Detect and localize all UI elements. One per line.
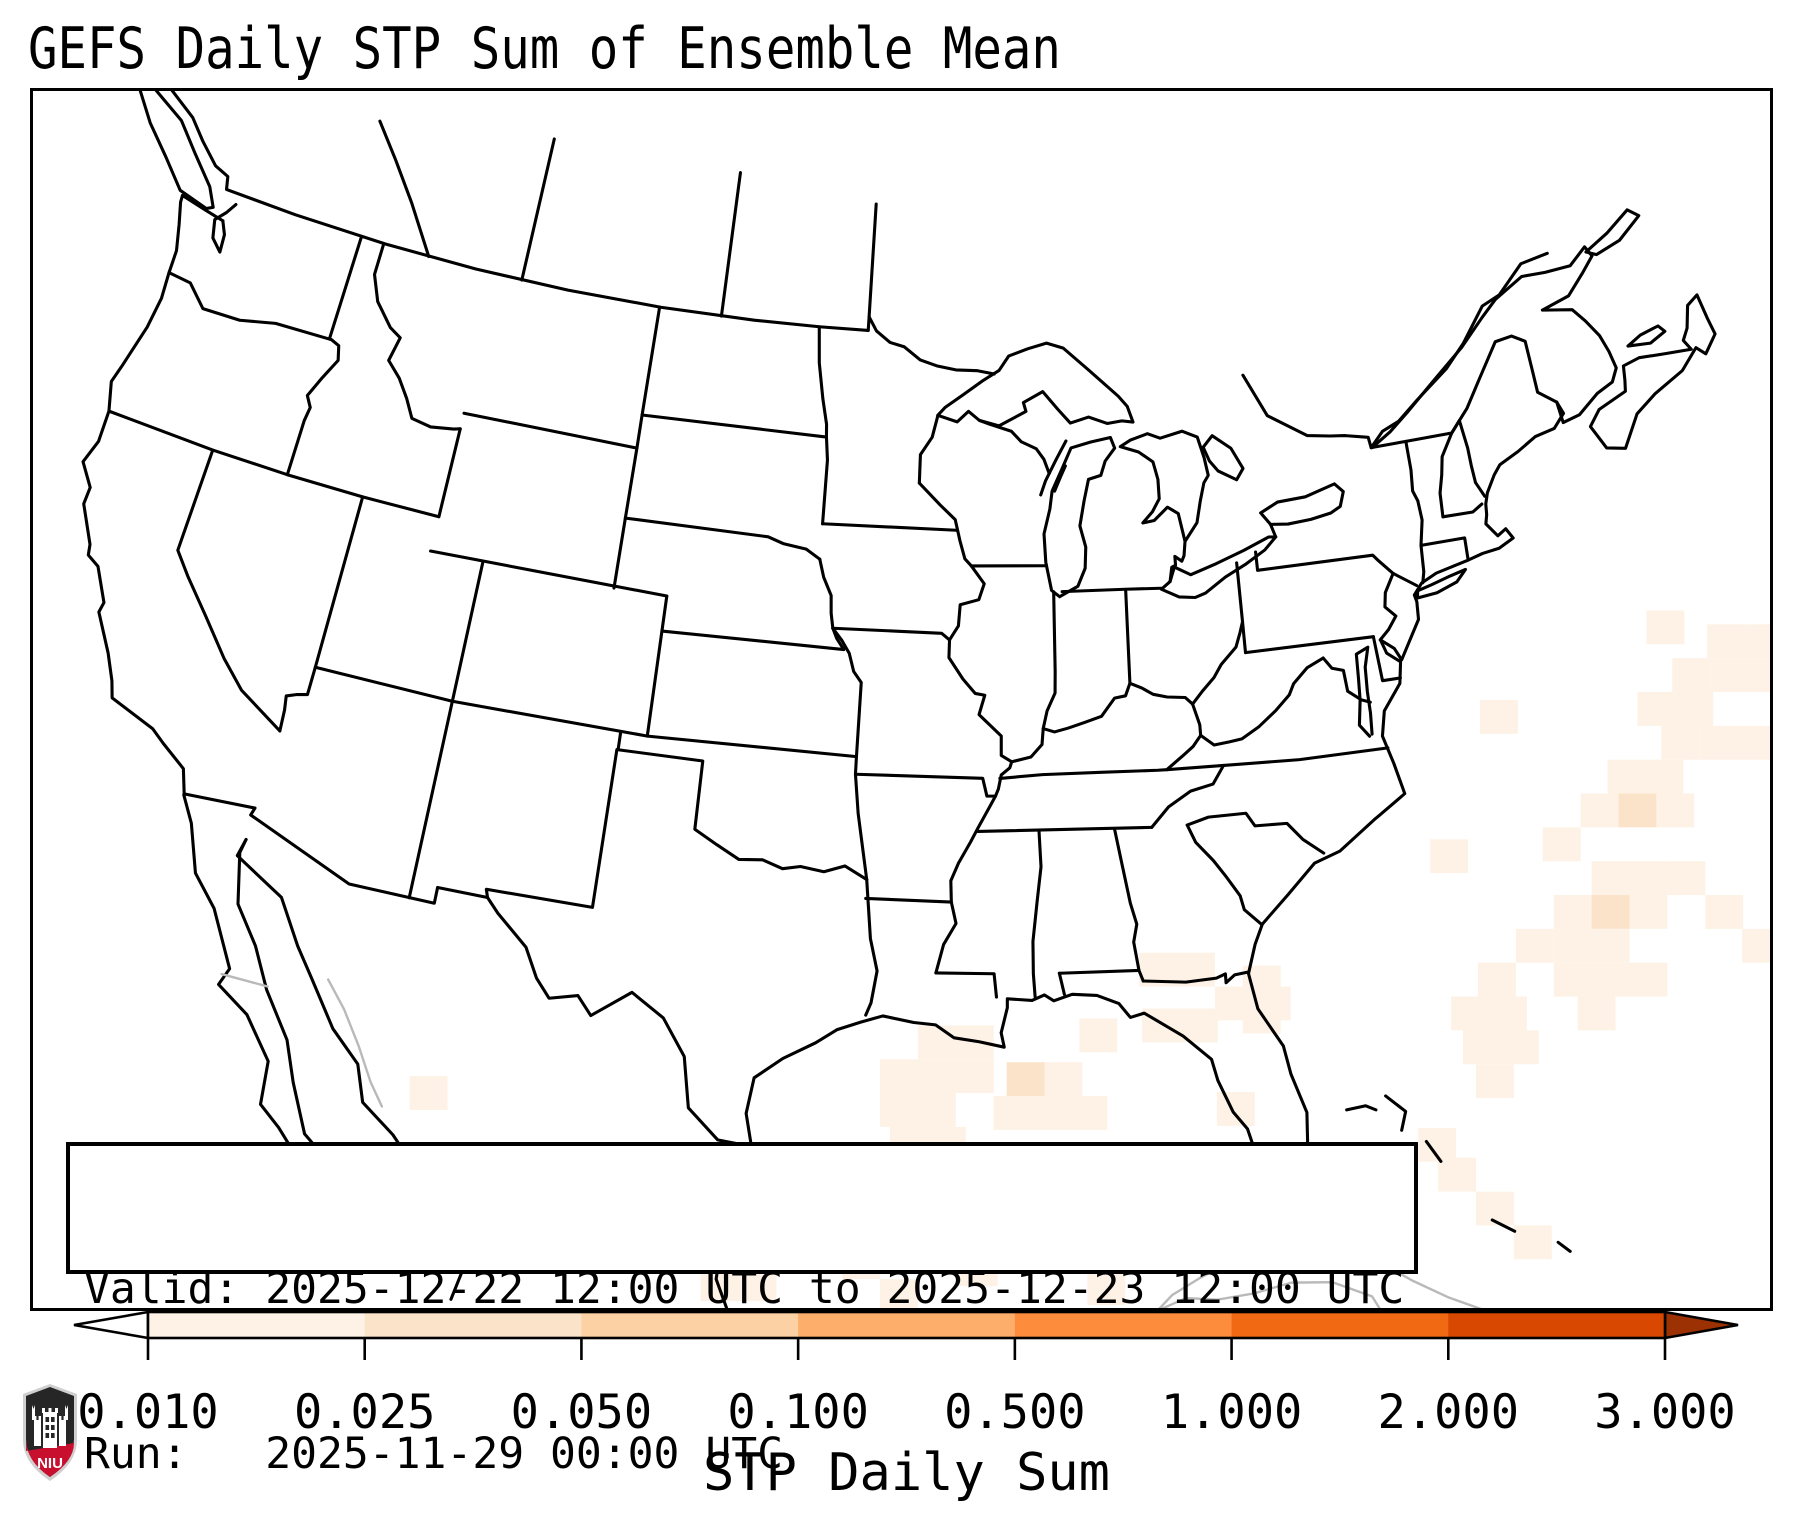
colorbar-tick-label: 0.050 — [510, 1385, 653, 1440]
colorbar-bar — [73, 1310, 1739, 1360]
map-canvas — [30, 88, 1773, 1311]
colorbar-tick-label: 3.000 — [1594, 1385, 1736, 1440]
run-time-text: Run: 2025-11-29 00:00 UTC — [84, 1429, 783, 1479]
colorbar-tick-label: 1.000 — [1160, 1385, 1303, 1440]
colorbar-tick-label: 2.000 — [1377, 1385, 1520, 1440]
colorbar-tick-label: 0.500 — [944, 1385, 1086, 1440]
colorbar: 0.010 0.025 0.050 0.100 0.500 1.000 2.000 3.000 — [0, 1300, 1803, 1500]
colorbar-tick-label: 0.100 — [727, 1385, 869, 1440]
us-states-map — [81, 91, 1770, 1308]
niu-logo: NIU — [23, 1384, 77, 1481]
castle-windows — [45, 1417, 55, 1438]
valid-run-info-box: Valid: 2025-12-22 12:00 UTC to 2025-12-2… — [66, 1142, 1418, 1479]
logo-niu-text: NIU — [37, 1455, 63, 1472]
colorbar-tick-label: 0.025 — [293, 1385, 436, 1440]
page-title: GEFS Daily STP Sum of Ensemble Mean — [28, 16, 1061, 82]
colorbar-tick-label: 0.010 — [77, 1385, 219, 1440]
colorbar-axis-label: STP Daily Sum — [703, 1443, 1110, 1503]
valid-time-text: Valid: 2025-12-22 12:00 UTC to 2025-12-2… — [84, 1264, 1405, 1314]
logo-shield-red-band — [26, 1439, 74, 1477]
